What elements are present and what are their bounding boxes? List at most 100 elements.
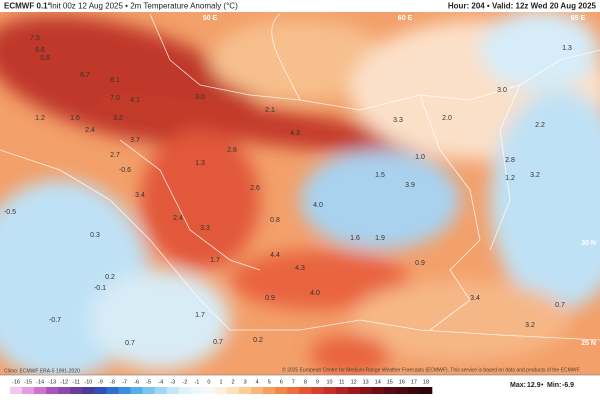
map-value-label: 3.9 bbox=[405, 182, 415, 189]
map-value-label: 1.0 bbox=[415, 154, 425, 161]
header-info: Init 00z 12 Aug 2025 • 2m Temperature An… bbox=[50, 2, 238, 11]
colorbar-segment bbox=[251, 387, 264, 394]
map-value-label: 2.0 bbox=[442, 115, 452, 122]
colorbar-segment bbox=[323, 387, 336, 394]
colorbar-segment bbox=[419, 387, 433, 394]
map-value-label: 4.3 bbox=[290, 130, 300, 137]
colorbar-segment bbox=[58, 387, 71, 394]
map-value-label: 0.9 bbox=[415, 260, 425, 267]
colorbar-tick-label: 16 bbox=[399, 379, 405, 385]
colorbar-tick-label: 6 bbox=[280, 379, 283, 385]
colorbar-segment bbox=[118, 387, 131, 394]
stats-text: 12.9 bbox=[527, 382, 541, 389]
stats-text: Max: bbox=[510, 382, 526, 389]
map-value-label: 1.6 bbox=[70, 115, 80, 122]
stats-text: Min: bbox=[547, 382, 561, 389]
colorbar-tick-label: -12 bbox=[60, 379, 68, 385]
colorbar-segment bbox=[190, 387, 204, 394]
coordinate-label: 25 N bbox=[581, 340, 596, 347]
map-value-label: -0.6 bbox=[119, 167, 131, 174]
colorbar-segment bbox=[70, 387, 83, 394]
colorbar-segment bbox=[10, 387, 23, 394]
colorbar-tick-label: -11 bbox=[73, 379, 81, 385]
map-value-label: 3.4 bbox=[470, 295, 480, 302]
map-value-label: -0.7 bbox=[49, 317, 61, 324]
map-value-label: 1.7 bbox=[195, 312, 205, 319]
colorbar-tick-label: 2 bbox=[232, 379, 235, 385]
map-value-label: 3.3 bbox=[200, 225, 210, 232]
coordinate-label: 65 E bbox=[571, 15, 586, 22]
colorbar-tick-label: 11 bbox=[339, 379, 345, 385]
map-value-label: 4.3 bbox=[295, 265, 305, 272]
map-value-label: 3.2 bbox=[113, 115, 123, 122]
colorbar-tick-label: -14 bbox=[36, 379, 44, 385]
colorbar-tick-label: 4 bbox=[256, 379, 259, 385]
map-value-label: 3.3 bbox=[393, 117, 403, 124]
colorbar-tick-label: 3 bbox=[244, 379, 247, 385]
colorbar-segment bbox=[82, 387, 95, 394]
colorbar-tick-label: -9 bbox=[98, 379, 103, 385]
map-value-label: 0.8 bbox=[270, 217, 280, 224]
colorbar-segment bbox=[287, 387, 300, 394]
colorbar-tick-label: 17 bbox=[411, 379, 417, 385]
colorbar-segment bbox=[383, 387, 397, 394]
header-bar bbox=[0, 0, 600, 12]
map-value-label: 1.3 bbox=[562, 45, 572, 52]
map-value-label: 3.4 bbox=[135, 192, 145, 199]
map-value-label: 2.6 bbox=[250, 185, 260, 192]
colorbar-tick-label: -6 bbox=[134, 379, 139, 385]
map-value-label: 0.3 bbox=[90, 232, 100, 239]
colorbar-segment bbox=[154, 387, 168, 394]
colorbar-tick-label: 0 bbox=[207, 379, 210, 385]
colorbar-tick-label: 13 bbox=[363, 379, 369, 385]
map-value-label: 1.3 bbox=[195, 160, 205, 167]
stats-text: -6.9 bbox=[562, 382, 574, 389]
colorbar-tick-label: -8 bbox=[110, 379, 115, 385]
brand: ECMWF 0.1° bbox=[4, 2, 51, 11]
map-value-label: 0.2 bbox=[253, 337, 263, 344]
map-value-label: 4.0 bbox=[310, 290, 320, 297]
map-value-label: 1.7 bbox=[210, 257, 220, 264]
colorbar-tick-label: -3 bbox=[170, 379, 175, 385]
colorbar-tick-label: 5 bbox=[268, 379, 271, 385]
map-value-label: 3.0 bbox=[497, 87, 507, 94]
colorbar-tick-label: 15 bbox=[387, 379, 393, 385]
map bbox=[0, 12, 600, 375]
map-value-label: 2.4 bbox=[173, 215, 183, 222]
map-value-label: 0.2 bbox=[105, 274, 115, 281]
colorbar-tick-label: 7 bbox=[292, 379, 295, 385]
colorbar-tick-label: 1 bbox=[219, 379, 222, 385]
colorbar-tick-label: 14 bbox=[375, 379, 381, 385]
colorbar-segment bbox=[239, 387, 252, 394]
colorbar-segment bbox=[214, 387, 228, 394]
map-value-label: 1.2 bbox=[505, 175, 515, 182]
colorbar-segment bbox=[106, 387, 119, 394]
map-value-label: -0.5 bbox=[4, 209, 16, 216]
colorbar-segment bbox=[407, 387, 421, 394]
colorbar-segment bbox=[22, 387, 35, 394]
colorbar-segment bbox=[311, 387, 324, 394]
map-value-label: 2.2 bbox=[535, 122, 545, 129]
map-value-label: 0.7 bbox=[555, 302, 565, 309]
colorbar-segment bbox=[130, 387, 143, 394]
colorbar-segment bbox=[46, 387, 59, 394]
copyright: © 2025 European Centre for Medium-Range … bbox=[282, 366, 580, 373]
colorbar-segment bbox=[395, 387, 409, 394]
colorbar-segment bbox=[34, 387, 47, 394]
map-value-label: 0.9 bbox=[265, 295, 275, 302]
map-value-label: 1.5 bbox=[375, 172, 385, 179]
colorbar-segment bbox=[359, 387, 373, 394]
colorbar-segment bbox=[347, 387, 360, 394]
colorbar-tick-label: -7 bbox=[122, 379, 127, 385]
colorbar-tick-label: 8 bbox=[304, 379, 307, 385]
map-value-label: 5.8 bbox=[40, 55, 50, 62]
map-value-label: 6.6 bbox=[35, 47, 45, 54]
map-value-label: 1.9 bbox=[375, 235, 385, 242]
valid-time: Hour: 204 • Valid: 12z Wed 20 Aug 2025 bbox=[448, 2, 597, 11]
map-value-label: 2.8 bbox=[227, 147, 237, 154]
map-value-label: 7.0 bbox=[110, 95, 120, 102]
map-value-label: 1.2 bbox=[35, 115, 45, 122]
map-value-label: 4.4 bbox=[270, 252, 280, 259]
colorbar-tick-label: -4 bbox=[158, 379, 163, 385]
